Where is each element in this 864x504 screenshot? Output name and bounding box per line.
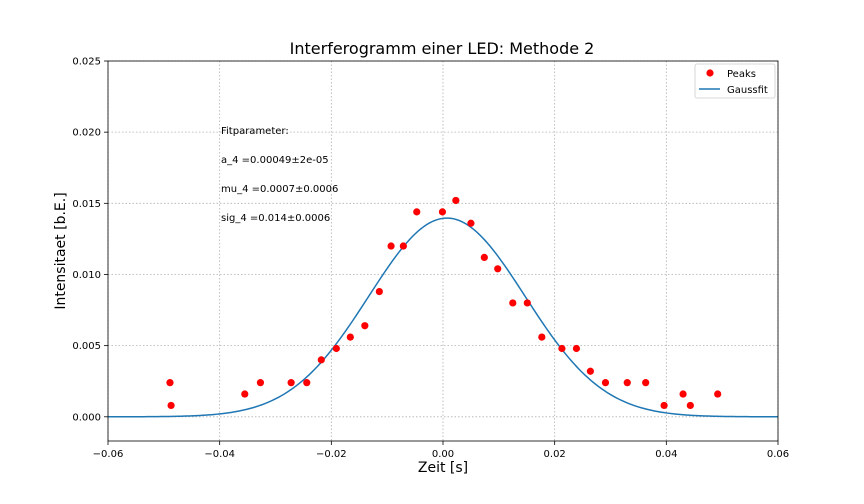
x-axis-label: Zeit [s]	[418, 460, 468, 476]
x-tick-label: −0.06	[93, 449, 124, 460]
peak-point	[714, 390, 722, 398]
legend-gaussfit-label: Gaussfit	[727, 85, 768, 96]
annotation-mean: mu_4 =0.0007±0.0006	[221, 184, 338, 195]
x-tick-label: 0.04	[655, 449, 677, 460]
peak-point	[317, 356, 325, 364]
y-tick-label: 0.025	[72, 57, 101, 68]
peak-point	[679, 390, 687, 398]
peak-point	[256, 379, 265, 387]
gaussfit-line	[108, 217, 778, 418]
fit-parameter-annotation: Fitparameter: a_4 =0.00049±2e-05 mu_4 =0…	[221, 126, 338, 224]
x-tick-label: 0.00	[432, 449, 454, 460]
peak-point	[601, 379, 610, 387]
peak-point	[480, 253, 488, 262]
gaussfit-series	[108, 217, 778, 418]
peak-point	[399, 242, 407, 250]
x-axis: −0.06 −0.04 −0.02 0.00 0.02 0.04 0.06	[93, 441, 789, 460]
peak-point	[572, 344, 581, 353]
peak-point	[375, 287, 383, 296]
chart-title: Interferogramm einer LED: Methode 2	[290, 39, 595, 58]
peak-point	[413, 208, 421, 216]
peak-point	[166, 379, 174, 387]
x-tick-label: 0.06	[767, 449, 789, 460]
peak-point	[642, 379, 650, 387]
peak-point	[538, 333, 546, 341]
y-tick-label: 0.020	[72, 128, 101, 139]
peak-point	[523, 299, 531, 307]
grid	[107, 60, 779, 441]
y-axis-label: Intensitaet [b.E.]	[53, 192, 69, 309]
peak-point	[467, 219, 475, 227]
peak-point	[346, 333, 354, 341]
peak-point	[586, 367, 595, 375]
legend-peaks-label: Peaks	[727, 69, 756, 80]
y-axis: 0.000 0.005 0.010 0.015 0.020 0.025	[72, 57, 108, 423]
y-tick-label: 0.010	[72, 270, 101, 281]
legend: Peaks Gaussfit	[694, 63, 776, 99]
peak-point	[494, 265, 502, 273]
annotation-sigma: sig_4 =0.014±0.0006	[221, 213, 330, 224]
peak-point	[332, 344, 340, 353]
peak-point	[387, 242, 395, 250]
annotation-amplitude: a_4 =0.00049±2e-05	[221, 155, 329, 166]
x-tick-label: 0.02	[544, 449, 566, 460]
peaks-series	[166, 196, 722, 410]
peak-point	[452, 196, 460, 205]
peak-point	[558, 344, 566, 353]
annotation-heading: Fitparameter:	[221, 126, 289, 137]
peak-point	[623, 379, 631, 387]
peak-point	[287, 379, 295, 387]
peak-point	[167, 401, 175, 410]
peak-point	[509, 299, 517, 307]
y-tick-label: 0.000	[72, 412, 101, 423]
x-tick-label: −0.02	[316, 449, 347, 460]
peak-point	[438, 208, 447, 216]
peak-point	[303, 379, 311, 387]
y-tick-label: 0.015	[72, 199, 101, 210]
y-tick-label: 0.005	[72, 341, 101, 352]
legend-peaks-marker	[706, 69, 714, 77]
x-tick-label: −0.04	[204, 449, 235, 460]
peak-point	[660, 401, 668, 410]
peak-point	[686, 401, 694, 410]
peak-point	[241, 390, 249, 398]
peak-point	[361, 322, 369, 330]
